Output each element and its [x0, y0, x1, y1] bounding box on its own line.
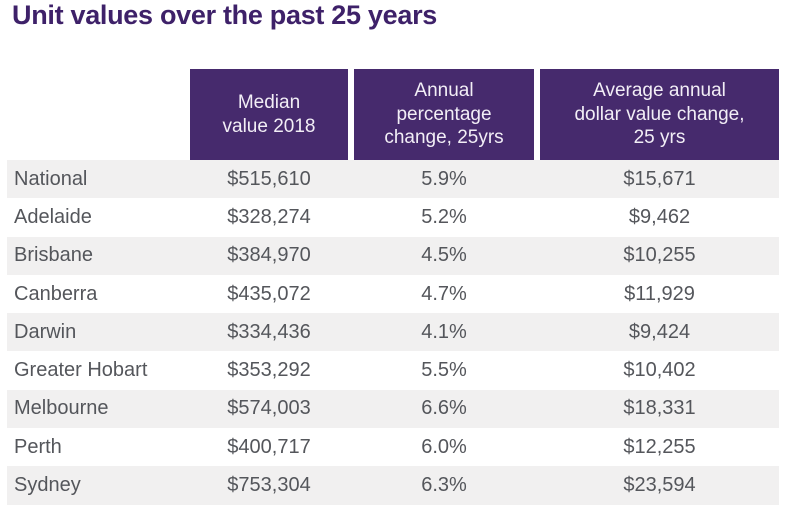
avg-dollar-change-cell: $11,929 — [624, 282, 695, 305]
row-label: Canberra — [14, 282, 98, 305]
median-value-cell: $353,292 — [227, 359, 311, 382]
table-header-row: Median value 2018 Annual percentage chan… — [7, 69, 779, 160]
row-label: National — [14, 167, 88, 190]
annual-pct-change-cell: 5.5% — [421, 359, 467, 382]
row-label: Adelaide — [14, 205, 92, 228]
column-header-annual-percentage-change: Annual percentage change, 25yrs — [354, 69, 534, 160]
table-row-brisbane: Brisbane $384,970 4.5% $10,255 — [7, 236, 779, 275]
avg-dollar-change-cell: $9,424 — [628, 320, 691, 343]
avg-dollar-change-cell: $12,255 — [623, 435, 696, 458]
table-row-darwin: Darwin $334,436 4.1% $9,424 — [7, 313, 779, 352]
table-row-greater-hobart: Greater Hobart $353,292 5.5% $10,402 — [7, 351, 779, 389]
row-label: Darwin — [14, 320, 77, 343]
avg-dollar-change-cell: $18,331 — [623, 397, 696, 420]
row-label: Sydney — [14, 474, 81, 497]
avg-dollar-change-cell: $10,255 — [623, 244, 696, 267]
avg-dollar-change-cell: $10,402 — [623, 359, 696, 382]
median-value-cell: $400,717 — [227, 435, 311, 458]
median-value-cell: $328,274 — [227, 205, 311, 228]
median-value-cell: $574,003 — [227, 397, 311, 420]
median-value-cell: $384,970 — [227, 244, 311, 267]
annual-pct-change-cell: 4.7% — [421, 282, 467, 305]
avg-dollar-change-cell: $9,462 — [628, 205, 691, 228]
column-header-median-value: Median value 2018 — [190, 69, 348, 160]
median-value-cell: $753,304 — [227, 474, 311, 497]
median-value-cell: $334,436 — [227, 320, 311, 343]
avg-dollar-change-cell: $23,594 — [623, 474, 696, 497]
annual-pct-change-cell: 5.2% — [421, 205, 467, 228]
table-row-canberra: Canberra $435,072 4.7% $11,929 — [7, 275, 779, 313]
annual-pct-change-cell: 6.3% — [421, 474, 467, 497]
annual-pct-change-cell: 6.6% — [421, 397, 467, 420]
median-value-cell: $435,072 — [227, 282, 311, 305]
annual-pct-change-cell: 4.5% — [421, 244, 467, 267]
page-title: Unit values over the past 25 years — [12, 0, 438, 30]
table-row-perth: Perth $400,717 6.0% $12,255 — [7, 428, 779, 466]
annual-pct-change-cell: 4.1% — [421, 320, 467, 343]
row-label: Brisbane — [14, 244, 93, 267]
unit-values-table: Median value 2018 Annual percentage chan… — [7, 69, 779, 505]
row-label: Greater Hobart — [14, 359, 148, 382]
table-row-adelaide: Adelaide $328,274 5.2% $9,462 — [7, 198, 779, 236]
table-row-national: National $515,610 5.9% $15,671 — [7, 160, 779, 199]
table-row-melbourne: Melbourne $574,003 6.6% $18,331 — [7, 389, 779, 429]
avg-dollar-change-cell: $15,671 — [623, 167, 696, 190]
header-spacer — [7, 69, 190, 160]
table-row-sydney: Sydney $753,304 6.3% $23,594 — [7, 466, 779, 505]
row-label: Perth — [14, 435, 62, 458]
column-header-average-annual-dollar-change: Average annual dollar value change, 25 y… — [540, 69, 779, 160]
row-label: Melbourne — [14, 397, 109, 420]
annual-pct-change-cell: 5.9% — [421, 167, 467, 190]
median-value-cell: $515,610 — [227, 167, 311, 190]
annual-pct-change-cell: 6.0% — [421, 435, 467, 458]
